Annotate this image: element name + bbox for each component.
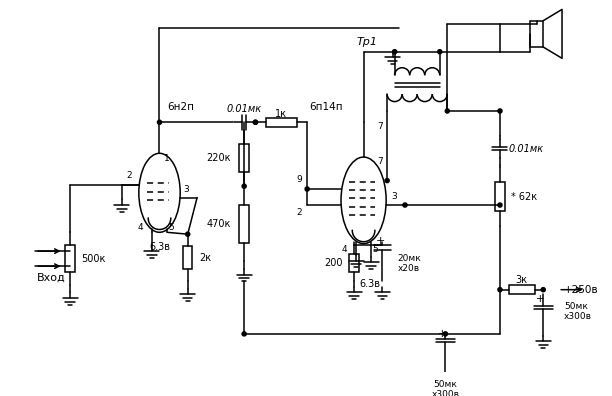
Text: 2: 2: [127, 171, 132, 180]
Text: 6.3в: 6.3в: [149, 242, 170, 252]
Text: Тр1: Тр1: [357, 37, 378, 48]
Circle shape: [438, 50, 442, 54]
Bar: [530, 21, 543, 47]
Bar: [65, 246, 75, 272]
Text: 20мк
х20в: 20мк х20в: [397, 254, 421, 273]
Circle shape: [253, 120, 258, 124]
Circle shape: [498, 287, 502, 292]
Text: 1: 1: [164, 154, 170, 164]
Circle shape: [242, 184, 246, 188]
Text: 5: 5: [372, 245, 378, 254]
Text: 9: 9: [297, 175, 302, 184]
Text: 6.3в: 6.3в: [359, 279, 380, 289]
Circle shape: [498, 109, 502, 113]
Text: * 62к: * 62к: [511, 192, 537, 202]
Text: 1к: 1к: [275, 109, 287, 119]
Text: 50мк
х300в: 50мк х300в: [564, 302, 592, 321]
Bar: [183, 246, 192, 269]
Text: 470к: 470к: [207, 219, 231, 229]
Text: 7: 7: [377, 122, 382, 131]
Text: 0.01мк: 0.01мк: [226, 104, 262, 114]
Circle shape: [305, 187, 309, 191]
Text: 6п14п: 6п14п: [309, 102, 343, 112]
Circle shape: [498, 203, 502, 207]
Circle shape: [185, 232, 190, 236]
Text: 2к: 2к: [199, 253, 211, 263]
Circle shape: [541, 287, 545, 292]
Bar: [266, 118, 297, 127]
Bar: [239, 144, 249, 172]
Text: +: +: [376, 236, 385, 246]
Bar: [349, 254, 359, 272]
Text: 6н2п: 6н2п: [167, 102, 194, 112]
Text: Вход: Вход: [37, 273, 66, 283]
Circle shape: [392, 50, 397, 54]
Circle shape: [242, 332, 246, 336]
Text: +: +: [536, 294, 545, 304]
Text: 200: 200: [324, 258, 343, 268]
Circle shape: [157, 120, 162, 124]
Text: 4: 4: [342, 245, 348, 254]
Text: 3: 3: [391, 192, 397, 201]
Text: 220к: 220к: [206, 153, 231, 163]
Circle shape: [385, 179, 389, 183]
Text: 3: 3: [183, 185, 188, 194]
Circle shape: [445, 109, 449, 113]
Circle shape: [443, 332, 447, 336]
Circle shape: [403, 203, 407, 207]
Bar: [495, 182, 505, 211]
Text: +250в: +250в: [564, 285, 599, 295]
Text: 500к: 500к: [81, 254, 106, 264]
Bar: [509, 285, 534, 294]
Circle shape: [253, 120, 258, 124]
Text: 4: 4: [138, 223, 143, 232]
Text: 2: 2: [297, 208, 302, 217]
Text: +: +: [438, 329, 447, 339]
Bar: [239, 205, 249, 243]
Text: 7: 7: [378, 157, 383, 166]
Text: 50мк
х300в: 50мк х300в: [431, 380, 460, 396]
Text: 0.01мк: 0.01мк: [509, 144, 544, 154]
Text: 3к: 3к: [515, 275, 528, 285]
Text: 5: 5: [168, 223, 174, 232]
